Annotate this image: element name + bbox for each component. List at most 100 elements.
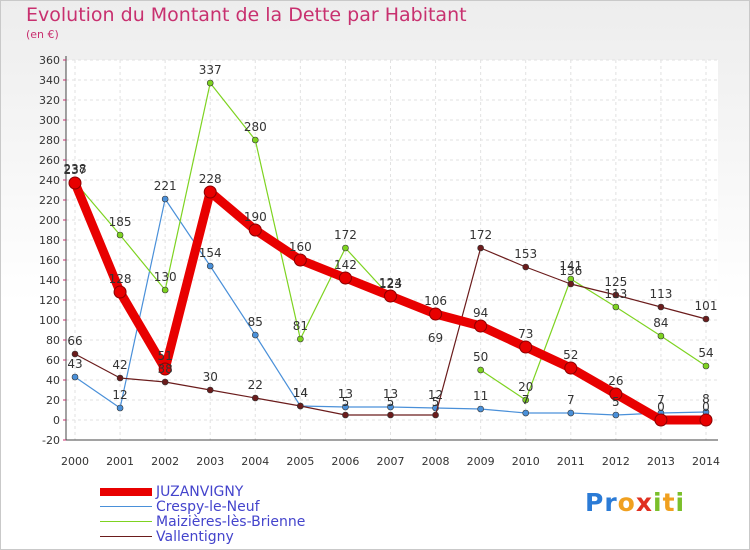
x-tick-label: 2011 [557,455,585,468]
logo-letter: i [675,488,686,517]
y-tick-label: 180 [39,234,60,247]
data-point [116,404,124,412]
data-label: 280 [244,120,267,134]
data-point [251,331,259,339]
data-label: 172 [334,228,357,242]
y-tick-label: 220 [39,194,60,207]
x-tick-label: 2002 [151,455,179,468]
logo-letter: r [604,488,618,517]
x-tick-label: 2007 [377,455,405,468]
y-tick-label: 260 [39,154,60,167]
data-point [699,413,713,427]
data-label: 7 [567,393,575,407]
y-tick-label: 320 [39,94,60,107]
data-point [387,411,394,419]
data-label: 7 [657,393,665,407]
data-label: 73 [518,327,533,341]
data-point [522,396,530,404]
x-tick-label: 2004 [241,455,269,468]
data-point [342,403,349,411]
legend-label: Crespy-le-Neuf [156,499,260,515]
x-tick-label: 2006 [331,455,359,468]
x-tick-label: 2005 [286,455,314,468]
legend-label: Maizières-lès-Brienne [156,514,306,530]
data-point [342,411,349,419]
x-tick-label: 2001 [106,455,134,468]
data-label: 12 [428,388,443,402]
data-label: 11 [473,389,488,403]
data-label: 52 [563,348,578,362]
data-label: 228 [199,172,222,186]
data-label: 69 [428,331,443,345]
data-label: 141 [559,259,582,273]
data-point [612,411,620,419]
data-point [654,413,668,427]
data-point [609,387,623,401]
data-point [206,262,214,270]
data-point [702,315,710,323]
data-point [206,386,214,394]
data-label: 123 [379,277,402,291]
data-point [251,136,259,144]
data-label: 54 [698,346,713,360]
data-label: 14 [293,386,308,400]
legend-label: Vallentigny [156,529,234,545]
data-point [68,176,82,190]
y-tick-label: 160 [39,254,60,267]
data-label: 106 [424,294,447,308]
chart-subtitle: (en €) [26,28,59,41]
data-label: 101 [695,299,718,313]
data-point [477,244,484,252]
data-point [474,319,488,333]
data-point [657,303,665,311]
y-tick-label: 60 [46,354,60,367]
y-tick-label: 300 [39,114,60,127]
data-point [297,402,304,410]
data-label: 142 [334,258,357,272]
data-label: 136 [559,264,582,278]
y-tick-label: 360 [39,54,60,67]
logo-letter: P [585,488,605,517]
y-tick-label: -20 [42,434,60,447]
data-point [113,285,127,299]
data-point [161,195,169,203]
legend-item: Vallentigny [100,529,400,545]
data-label: 66 [67,334,82,348]
data-label: 113 [649,287,672,301]
data-label: 5 [612,395,620,409]
data-label: 26 [608,374,623,388]
data-label: 160 [289,240,312,254]
data-point [429,307,443,321]
y-tick-label: 240 [39,174,60,187]
proxiti-logo: Proxiti [585,488,685,517]
data-label: 30 [203,370,218,384]
x-tick-label: 2000 [61,455,89,468]
x-tick-label: 2013 [647,455,675,468]
legend-swatch [100,521,152,522]
data-label: 172 [469,228,492,242]
data-label: 5 [342,395,350,409]
data-point [564,361,578,375]
logo-letter: x [635,488,653,517]
data-label: 50 [473,350,488,364]
data-point [519,340,533,354]
logo-letter: i [653,488,663,517]
x-tick-label: 2009 [467,455,495,468]
x-tick-label: 2008 [422,455,450,468]
legend-swatch [100,536,152,537]
data-label: 8 [702,392,710,406]
data-point [522,263,530,271]
data-label: 153 [514,247,537,261]
data-point [251,394,259,402]
data-label: 125 [604,275,627,289]
data-label: 0 [702,400,710,414]
data-label: 238 [64,162,87,176]
data-label: 20 [518,380,533,394]
data-label: 237 [64,163,87,177]
legend-item: Maizières-lès-Brienne [100,514,400,530]
legend-swatch [100,506,152,507]
data-point [71,350,79,358]
logo-letter: t [662,488,676,517]
data-point [248,223,262,237]
data-point [293,253,307,267]
